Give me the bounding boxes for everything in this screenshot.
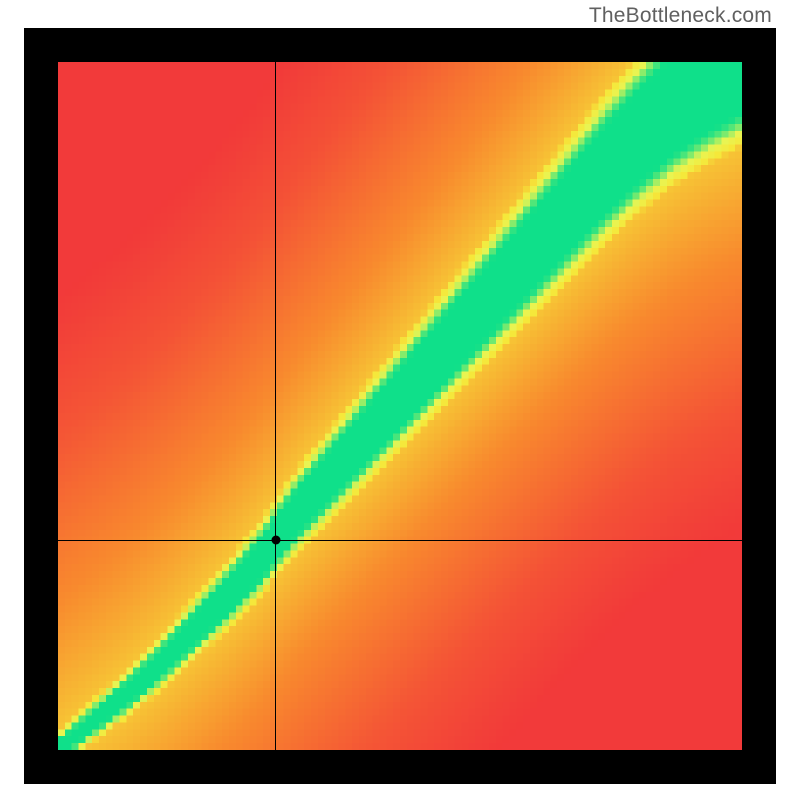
marker-dot xyxy=(271,536,280,545)
heatmap-canvas xyxy=(58,62,742,750)
crosshair-horizontal xyxy=(58,540,742,541)
chart-wrapper: TheBottleneck.com xyxy=(0,0,800,800)
crosshair-vertical xyxy=(275,62,276,750)
watermark-text: TheBottleneck.com xyxy=(589,4,772,28)
